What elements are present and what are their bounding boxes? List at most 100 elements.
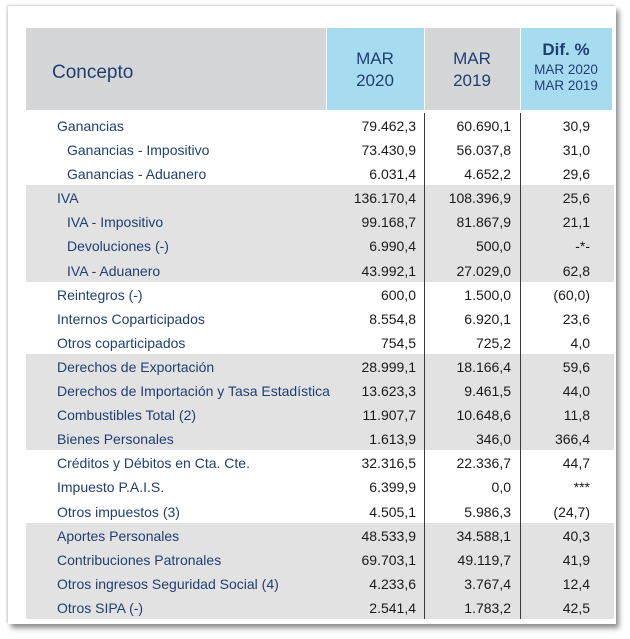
row-dif-percent: 366,4: [554, 431, 590, 448]
row-dif-percent: 30,9: [562, 118, 590, 134]
row-value-mar-2019: 27.029,0: [456, 262, 512, 279]
column-divider: [520, 522, 521, 619]
row-dif-percent: 12,4: [562, 575, 590, 592]
row-concept-label: Internos Coparticipados: [57, 310, 205, 327]
row-concept-label: IVA - Impositivo: [67, 214, 164, 231]
row-value-mar-2020: 99.168,7: [361, 214, 417, 231]
table-row: Impuesto P.A.I.S. 6.399,9 0,0 ***: [26, 474, 614, 498]
row-group: Créditos y Débitos en Cta. Cte. 32.316,5 2…: [26, 450, 614, 523]
row-concept-label: Reintegros (-): [57, 286, 143, 303]
row-dif-percent: 23,6: [562, 310, 590, 327]
header-mar-2019-year: 2019: [453, 71, 491, 90]
row-value-mar-2020: 4.505,1: [369, 503, 416, 520]
row-value-mar-2020: 8.554,8: [369, 310, 416, 327]
row-value-mar-2020: 6.399,9: [369, 479, 416, 496]
row-value-mar-2019: 6.920,1: [464, 310, 511, 327]
row-group: IVA 136.170,4 108.396,9 25,6 IVA - Impositiv…: [26, 185, 614, 282]
row-concept-label: Ganancias - Impositivo: [67, 142, 210, 159]
row-value-mar-2019: 18.166,4: [456, 358, 512, 375]
row-concept-label: Créditos y Débitos en Cta. Cte.: [57, 455, 250, 472]
column-divider: [520, 353, 521, 451]
row-dif-percent: ***: [573, 479, 590, 496]
column-divider: [520, 185, 521, 282]
table-row: Reintegros (-) 600,0 1.500,0 (60,0): [26, 282, 614, 306]
table-row: Contribuciones Patronales 69.703,1 49.119,…: [26, 547, 614, 571]
header-separator: [424, 28, 425, 110]
column-divider: [520, 450, 521, 523]
header-mar-2019: MAR 2019: [424, 28, 520, 110]
row-value-mar-2019: 81.867,9: [456, 214, 512, 231]
table-row: IVA - Impositivo 99.168,7 81.867,9 21,1: [26, 209, 614, 233]
header-mar-2020-year: 2020: [356, 71, 394, 90]
row-dif-percent: 40,3: [562, 527, 590, 544]
row-value-mar-2020: 48.533,9: [361, 527, 417, 544]
table-row: Devoluciones (-) 6.990,4 500,0 -*-: [26, 233, 614, 257]
header-separator: [326, 28, 327, 110]
row-dif-percent: 31,0: [562, 142, 590, 159]
row-concept-label: Aportes Personales: [57, 527, 180, 544]
table-row: Ganancias - Aduanero 6.031,4 4.652,2 29,6: [26, 161, 614, 185]
row-value-mar-2020: 6.990,4: [369, 238, 416, 255]
row-value-mar-2019: 10.648,6: [456, 407, 512, 424]
row-dif-percent: (60,0): [553, 286, 590, 303]
row-dif-percent: 41,9: [562, 551, 590, 568]
table-row: Otros SIPA (-) 2.541,4 1.783,2 42,5: [26, 595, 614, 619]
revenue-table: Concepto MAR 2020 MAR 2019 Dif. % MAR 20…: [26, 28, 614, 619]
row-dif-percent: 44,0: [562, 383, 590, 400]
row-value-mar-2019: 22.336,7: [456, 455, 512, 472]
table-row: Ganancias - Impositivo 73.430,9 56.037,8 31…: [26, 137, 614, 161]
row-concept-label: Ganancias - Aduanero: [67, 166, 207, 183]
header-mar-2020-month: MAR: [356, 49, 394, 68]
column-divider: [424, 450, 425, 523]
row-value-mar-2019: 5.986,3: [464, 503, 511, 520]
row-value-mar-2020: 6.031,4: [369, 166, 416, 183]
header-dif-period-2: MAR 2019: [534, 78, 598, 93]
table-row: IVA 136.170,4 108.396,9 25,6: [26, 185, 614, 209]
row-group: Ganancias 79.462,3 60.690,1 30,9 Ganancias -…: [26, 113, 614, 186]
row-value-mar-2019: 49.119,7: [457, 551, 511, 568]
row-concept-label: Contribuciones Patronales: [57, 551, 222, 568]
row-dif-percent: 4,0: [570, 334, 590, 351]
column-divider: [424, 522, 425, 619]
row-value-mar-2019: 56.037,8: [456, 142, 512, 159]
row-value-mar-2020: 28.999,1: [361, 358, 417, 375]
row-value-mar-2019: 34.588,1: [456, 527, 512, 544]
row-value-mar-2020: 79.462,3: [361, 118, 417, 134]
row-dif-percent: 29,6: [562, 166, 590, 183]
table-row: Derechos de Exportación 28.999,1 18.166,4 5…: [26, 354, 614, 378]
column-divider: [424, 185, 425, 282]
row-value-mar-2019: 60.690,1: [456, 118, 512, 134]
column-divider: [520, 281, 521, 354]
row-value-mar-2020: 600,0: [380, 286, 416, 303]
row-dif-percent: (24,7): [553, 503, 590, 520]
column-divider: [520, 113, 521, 186]
header-mar-2020: MAR 2020: [326, 28, 424, 110]
row-concept-label: Otros impuestos (3): [57, 503, 180, 520]
row-dif-percent: 42,5: [562, 599, 590, 616]
table-row: Otros impuestos (3) 4.505,1 5.986,3 (24,7): [26, 499, 614, 523]
row-value-mar-2020: 2.541,4: [369, 599, 416, 616]
table-row: Internos Coparticipados 8.554,8 6.920,1 23,…: [26, 306, 614, 330]
row-group: Derechos de Exportación 28.999,1 18.166,4 5…: [26, 353, 614, 451]
row-value-mar-2020: 69.703,1: [361, 551, 417, 568]
row-dif-percent: 62,8: [562, 262, 590, 279]
row-value-mar-2020: 11.907,7: [362, 407, 416, 424]
row-group: Aportes Personales 48.533,9 34.588,1 40,3 Co…: [26, 522, 614, 619]
header-dif-period-1: MAR 2020: [534, 62, 598, 77]
row-dif-percent: -*-: [575, 238, 590, 255]
table-row: Bienes Personales 1.613,9 346,0 366,4: [26, 426, 614, 450]
row-value-mar-2020: 32.316,5: [361, 455, 417, 472]
header-separator: [520, 28, 521, 110]
row-value-mar-2020: 136.170,4: [353, 190, 416, 207]
row-concept-label: Combustibles Total (2): [57, 407, 197, 424]
table-header: Concepto MAR 2020 MAR 2019 Dif. % MAR 20…: [26, 28, 614, 110]
column-divider: [424, 113, 425, 186]
table-row: IVA - Aduanero 43.992,1 27.029,0 62,8: [26, 258, 614, 282]
table-frame: Concepto MAR 2020 MAR 2019 Dif. % MAR 20…: [8, 6, 616, 624]
row-value-mar-2019: 0,0: [491, 479, 511, 496]
row-value-mar-2019: 9.461,5: [464, 383, 511, 400]
row-value-mar-2020: 1.613,9: [369, 431, 416, 448]
row-value-mar-2020: 73.430,9: [361, 142, 417, 159]
column-divider: [424, 281, 425, 354]
header-concepto-label: Concepto: [52, 62, 134, 83]
